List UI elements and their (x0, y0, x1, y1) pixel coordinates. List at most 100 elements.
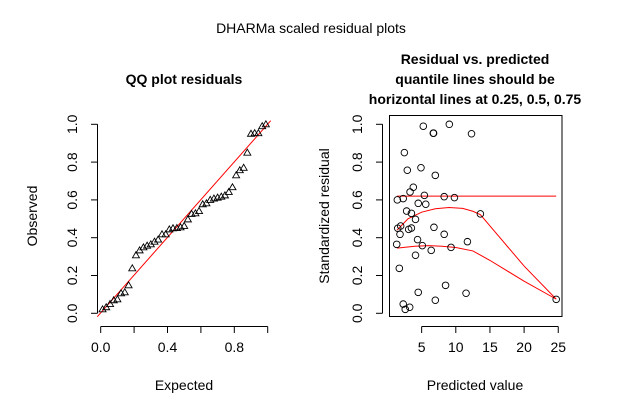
rp-point (447, 243, 455, 252)
rp-point (409, 183, 418, 191)
rp-point (395, 264, 404, 273)
rp-title-line-3: horizontal lines at 0.25, 0.5, 0.75 (369, 91, 582, 107)
rp-point (441, 281, 450, 290)
rp-x-tick-label: 5 (418, 339, 426, 355)
rp-x-tick-label: 25 (550, 339, 566, 355)
qq-point (139, 242, 148, 251)
rp-point (413, 235, 422, 244)
residual-vs-predicted-plot: Residual vs. predicted quantile lines sh… (316, 51, 581, 393)
qq-point (216, 192, 226, 200)
qq-point (124, 280, 133, 289)
qq-point (120, 287, 130, 296)
rp-point (414, 199, 422, 208)
qq-plot: QQ plot residuals Expected Observed 0.0 0… (24, 71, 272, 393)
qq-point (105, 299, 115, 307)
qq-y-tick-label: 0.4 (64, 228, 80, 248)
rp-point (450, 193, 459, 202)
rp-point (431, 296, 440, 305)
rp-title-line-2: quantile lines should be (395, 71, 555, 87)
qq-point (183, 214, 193, 223)
qq-point (257, 121, 267, 130)
rp-point (399, 194, 407, 203)
rp-x-tick-label: 20 (516, 339, 532, 355)
quantile-line-0.5 (396, 206, 557, 300)
rp-point (476, 210, 485, 218)
rp-point (463, 237, 472, 246)
rp-point (417, 164, 425, 172)
qq-point (205, 195, 215, 203)
rp-point (445, 120, 454, 129)
qq-point (239, 163, 248, 171)
rp-y-tick-label: 1.0 (349, 114, 365, 134)
rp-point (405, 303, 414, 312)
rp-point (403, 166, 412, 174)
rp-y-tick-label: 0.2 (349, 266, 365, 286)
rp-point (467, 129, 476, 138)
rp-x-tick-label: 15 (482, 339, 498, 355)
rp-point (392, 240, 401, 249)
qq-point (161, 229, 170, 238)
rp-point (407, 224, 416, 232)
rp-x-tick-label: 10 (448, 339, 464, 355)
rp-point (462, 289, 470, 298)
qq-point (153, 235, 163, 243)
qq-point (127, 263, 137, 272)
qq-point (231, 170, 241, 179)
qq-point (261, 119, 271, 128)
rp-y-tick-label: 0.8 (349, 152, 365, 172)
qq-point (235, 165, 245, 174)
qq-y-tick-label: 1.0 (64, 114, 80, 134)
rp-point (407, 209, 416, 218)
qq-y-tick-label: 0.6 (64, 190, 80, 210)
rp-point (419, 122, 428, 130)
rp-point (402, 207, 411, 215)
qq-reference-line (96, 120, 272, 318)
qq-point (98, 304, 107, 313)
qq-point (157, 229, 167, 238)
qq-point (113, 294, 122, 303)
qq-x-tick-label: 0.4 (158, 339, 178, 355)
qq-y-tick-label: 0.8 (64, 152, 80, 172)
rp-point (414, 288, 422, 297)
qq-title: QQ plot residuals (126, 71, 243, 87)
qq-point (228, 182, 237, 191)
rp-xlabel: Predicted value (427, 377, 524, 393)
rp-point (406, 188, 414, 196)
rp-point (552, 295, 560, 304)
rp-point (440, 230, 448, 239)
rp-point (420, 191, 429, 200)
rp-point (427, 246, 435, 255)
qq-point (150, 237, 159, 245)
rp-plot-box (389, 115, 563, 317)
qq-point (194, 206, 204, 215)
rp-point (396, 230, 404, 239)
qq-point (224, 187, 234, 195)
qq-point (142, 241, 152, 249)
qq-point (243, 148, 252, 156)
rp-y-tick-label: 0.4 (349, 228, 365, 248)
rp-y-tick-label: 0.6 (349, 190, 365, 210)
rp-point (401, 305, 410, 314)
rp-point (431, 171, 440, 180)
qq-x-tick-label: 0.8 (225, 339, 245, 355)
rp-point (430, 223, 438, 232)
rp-point (400, 148, 409, 157)
qq-x-tick-label: 0.0 (91, 339, 111, 355)
rp-point (411, 251, 420, 260)
qq-point (179, 221, 189, 229)
rp-point (429, 129, 438, 137)
rp-point (399, 300, 407, 308)
qq-point (131, 250, 141, 259)
rp-title-line-1: Residual vs. predicted (401, 51, 550, 67)
rp-point (411, 215, 420, 224)
rp-point (421, 200, 430, 208)
rp-y-tick-label: 0.0 (349, 303, 365, 323)
qq-point (254, 128, 263, 137)
rp-point (393, 196, 402, 204)
rp-point (440, 192, 448, 201)
qq-point (191, 208, 200, 217)
rp-ylabel: Standardized residual (316, 148, 332, 283)
rp-point (418, 241, 427, 250)
rp-point (396, 222, 405, 230)
